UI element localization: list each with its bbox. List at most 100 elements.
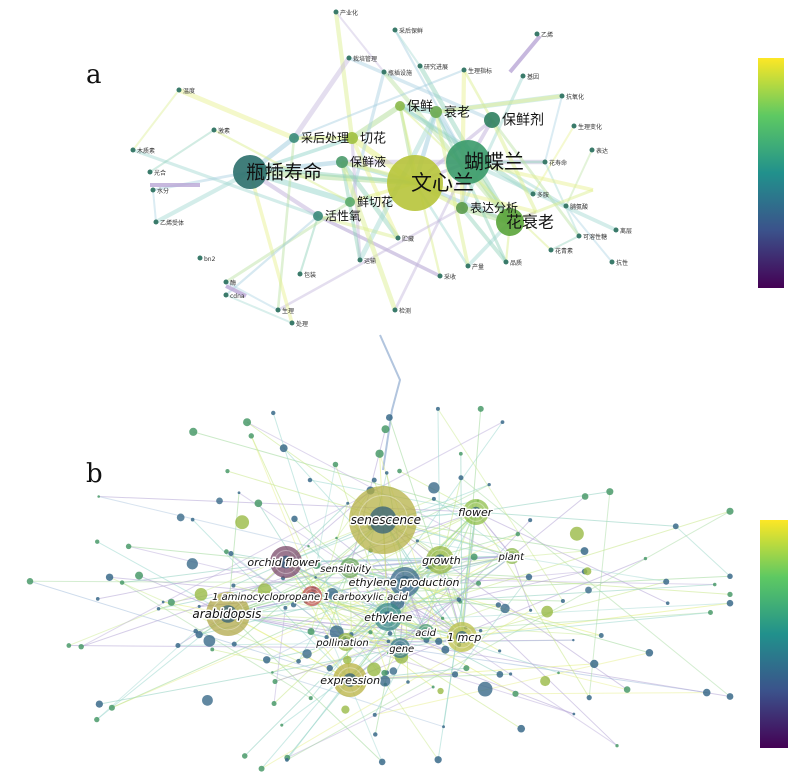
- network-b-small-node: [367, 662, 381, 677]
- network-b-small-node: [540, 676, 551, 687]
- network-a-edge: [155, 170, 251, 224]
- network-b-label-senescence: senescence: [351, 513, 421, 527]
- network-a-edge: [152, 189, 157, 223]
- network-b-small-node: [235, 515, 250, 530]
- network-b-edge: [286, 510, 731, 761]
- network-b-edge: [193, 431, 477, 513]
- network-b-small-node: [105, 573, 114, 581]
- network-a-node-qh: [346, 132, 358, 144]
- network-b-edge: [349, 567, 388, 673]
- network-b-small-node: [308, 696, 313, 701]
- network-a-small-node: [559, 93, 565, 99]
- network-b-small-node: [332, 461, 339, 468]
- colorbar-b: [760, 520, 788, 748]
- network-a-edge: [277, 206, 463, 312]
- network-a-edge: [249, 169, 351, 205]
- network-a-small-node: [223, 279, 229, 285]
- network-a-edge: [467, 160, 617, 232]
- network-b-small-node: [572, 712, 576, 716]
- network-a-edge: [435, 93, 563, 115]
- network-a-edge: [225, 281, 279, 311]
- network-b-small-node: [541, 605, 553, 618]
- network-b-small-node: [517, 724, 526, 733]
- network-b-small-node: [197, 604, 201, 608]
- network-b-label-plant: plant: [498, 552, 526, 563]
- network-a-small-node: [542, 159, 548, 165]
- network-b-small-node: [477, 681, 493, 697]
- network-a-edge: [462, 69, 494, 121]
- network-a-small-node: [357, 257, 363, 263]
- network-a-edge: [248, 171, 294, 324]
- network-b-small-node: [224, 549, 229, 555]
- network-b-small-node: [66, 643, 72, 648]
- network-b-small-node: [500, 603, 510, 614]
- network-b-small-node: [194, 588, 208, 601]
- network-b-edge: [311, 595, 499, 606]
- network-b-edge: [379, 453, 446, 650]
- network-a-edge: [225, 215, 319, 296]
- network-b-label-sensitivity: sensitivity: [320, 564, 372, 575]
- network-b-small-node: [615, 744, 619, 748]
- network-b-small-node: [475, 580, 482, 586]
- network-b-small-node: [727, 573, 733, 580]
- network-b-edge: [227, 490, 371, 615]
- network-b-edge: [80, 421, 503, 648]
- network-b-label-growth: growth: [422, 554, 461, 567]
- network-b-small-node: [228, 551, 234, 557]
- network-a-small-label: 检测: [399, 307, 411, 315]
- network-a-node-xqh: [345, 197, 355, 207]
- network-b-small-node: [135, 571, 144, 580]
- network-a-edge: [544, 161, 580, 237]
- network-a-edge: [393, 161, 470, 311]
- network-b-edge: [311, 595, 434, 688]
- network-a-small-node: [197, 255, 203, 261]
- network-a-edge: [434, 111, 470, 267]
- network-a-small-label: 木质素: [137, 147, 155, 155]
- network-a-small-label: bn2: [204, 256, 216, 263]
- network-a-node-hsl: [496, 208, 524, 236]
- network-b-small-node: [440, 616, 445, 620]
- network-a-small-node: [563, 203, 569, 209]
- network-a-edge: [225, 294, 293, 324]
- network-a-small-label: 水分: [157, 187, 169, 195]
- network-b-small-node: [175, 642, 181, 649]
- network-a-node-chcl: [289, 133, 299, 143]
- network-b-small-node: [186, 558, 198, 570]
- network-b-edge: [230, 553, 385, 674]
- network-b-small-node: [283, 605, 288, 610]
- network-b-small-node: [560, 598, 565, 604]
- network-a-small-label: 处理: [296, 320, 308, 328]
- network-b-small-node: [529, 608, 533, 612]
- network-a-node-bxy: [336, 156, 348, 168]
- network-b-edge: [199, 555, 513, 636]
- network-b-edge: [374, 511, 477, 716]
- network-b-node-ethylene: [374, 603, 402, 631]
- network-b-small-node: [381, 669, 388, 677]
- network-b-small-node: [202, 694, 213, 706]
- network-b-edge: [389, 611, 711, 635]
- network-b-small-node: [663, 578, 670, 585]
- network-b-small-node: [623, 686, 631, 693]
- network-b-small-node: [378, 758, 386, 766]
- network-a-small-node: [223, 292, 229, 298]
- network-b-small-node: [499, 554, 504, 559]
- network-b-small-node: [241, 753, 248, 759]
- network-b-edge: [96, 541, 229, 615]
- network-b-small-node: [451, 671, 459, 678]
- network-a-edge: [132, 148, 319, 218]
- network-a-small-node: [609, 259, 615, 265]
- network-b-small-node: [243, 418, 252, 427]
- network-b-small-node: [346, 501, 350, 505]
- network-b-edge: [461, 611, 711, 638]
- network-b-small-node: [189, 427, 198, 436]
- network-b-edge: [98, 496, 309, 547]
- network-b-small-node: [210, 647, 215, 652]
- network-a-edge: [490, 119, 538, 213]
- network-b-edge: [272, 671, 444, 728]
- network-b-edge: [273, 607, 286, 704]
- network-a-small-node: [289, 320, 295, 326]
- network-b-edge: [227, 613, 731, 697]
- network-a-edge: [335, 11, 385, 73]
- network-a-small-label: 研究进展: [424, 63, 448, 71]
